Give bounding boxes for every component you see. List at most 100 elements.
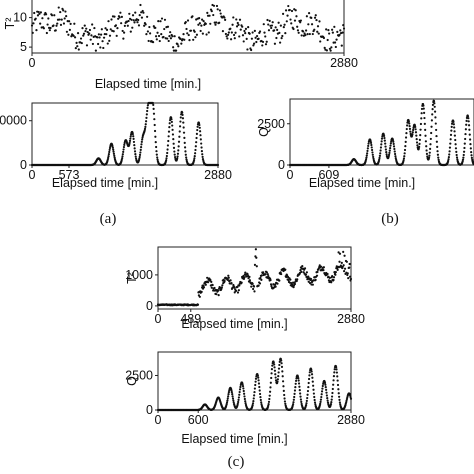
- data-point: [384, 142, 387, 145]
- data-point: [183, 141, 186, 144]
- data-point: [138, 14, 141, 17]
- data-point: [139, 148, 142, 151]
- data-point: [427, 156, 431, 159]
- data-point: [433, 110, 437, 113]
- data-point: [76, 32, 80, 35]
- data-point: [198, 17, 201, 20]
- data-point: [157, 20, 160, 23]
- data-point: [244, 400, 247, 403]
- data-point: [97, 33, 100, 36]
- data-point: [273, 29, 276, 32]
- data-point: [416, 144, 419, 147]
- data-point: [89, 38, 92, 41]
- data-point: [192, 159, 196, 162]
- data-point: [64, 10, 67, 13]
- data-point: [182, 121, 185, 124]
- data-point: [63, 17, 66, 20]
- data-point: [384, 148, 387, 151]
- data-point: [229, 279, 232, 282]
- data-point: [147, 39, 150, 43]
- data-point: [182, 131, 186, 134]
- data-point: [274, 26, 277, 29]
- data-point: [264, 43, 268, 46]
- data-point: [392, 145, 396, 148]
- data-point: [168, 126, 171, 129]
- data-point: [152, 107, 155, 110]
- data-point: [379, 152, 382, 155]
- data-point: [343, 254, 346, 257]
- data-point: [297, 31, 300, 34]
- data-point: [248, 279, 251, 282]
- y-tick-label: 10: [13, 11, 27, 25]
- data-point: [424, 134, 427, 137]
- data-point: [168, 35, 171, 38]
- data-point: [58, 18, 61, 21]
- data-point: [138, 155, 141, 159]
- data-point: [259, 398, 262, 402]
- data-point: [281, 34, 284, 38]
- data-point: [380, 137, 384, 140]
- data-point: [311, 376, 314, 379]
- data-point: [338, 398, 341, 401]
- data-point: [56, 22, 59, 25]
- data-point: [403, 155, 406, 158]
- data-point: [296, 278, 299, 281]
- data-point: [225, 35, 228, 38]
- data-point: [285, 275, 288, 279]
- data-point: [392, 140, 395, 143]
- data-point: [365, 156, 368, 159]
- data-point: [146, 106, 149, 110]
- data-point: [81, 27, 84, 30]
- data-point: [274, 376, 277, 379]
- data-point: [322, 382, 325, 385]
- data-point: [185, 158, 188, 161]
- data-point: [204, 22, 207, 25]
- data-point: [122, 148, 125, 151]
- data-point: [277, 367, 281, 370]
- data-series: [30, 3, 346, 52]
- data-point: [123, 143, 126, 146]
- data-point: [227, 393, 230, 396]
- data-point: [213, 286, 216, 290]
- data-point: [277, 371, 280, 374]
- data-point: [349, 397, 353, 400]
- data-point: [112, 150, 115, 153]
- data-point: [141, 9, 144, 13]
- x-tick-label: 489: [180, 312, 201, 326]
- data-point: [165, 157, 168, 160]
- data-point: [380, 143, 383, 146]
- data-point: [250, 48, 253, 52]
- data-point: [112, 152, 116, 155]
- data-point: [111, 144, 114, 148]
- x-axis-label: Elapsed time [min.]: [181, 432, 287, 446]
- data-point: [194, 36, 197, 39]
- data-point: [264, 273, 267, 276]
- y-tick-label: 0: [278, 158, 285, 172]
- data-series: [156, 357, 353, 412]
- data-point: [277, 21, 280, 24]
- data-point: [165, 154, 168, 158]
- data-point: [171, 133, 175, 136]
- data-point: [340, 261, 343, 264]
- data-point: [65, 30, 69, 33]
- data-point: [160, 33, 163, 36]
- data-point: [297, 382, 301, 385]
- data-point: [280, 37, 283, 40]
- data-point: [320, 395, 323, 399]
- data-point: [216, 8, 219, 11]
- data-point: [467, 120, 470, 123]
- data-point: [372, 155, 375, 159]
- data-point: [167, 135, 170, 138]
- data-point: [312, 388, 315, 391]
- data-point: [138, 157, 141, 160]
- data-point: [250, 285, 253, 288]
- data-point: [406, 124, 409, 127]
- data-point: [134, 11, 137, 14]
- data-point: [268, 394, 271, 397]
- data-point: [169, 37, 173, 40]
- data-point: [241, 383, 244, 386]
- data-point: [326, 401, 330, 404]
- data-point: [108, 148, 111, 152]
- data-point: [317, 32, 320, 35]
- data-point: [230, 282, 233, 285]
